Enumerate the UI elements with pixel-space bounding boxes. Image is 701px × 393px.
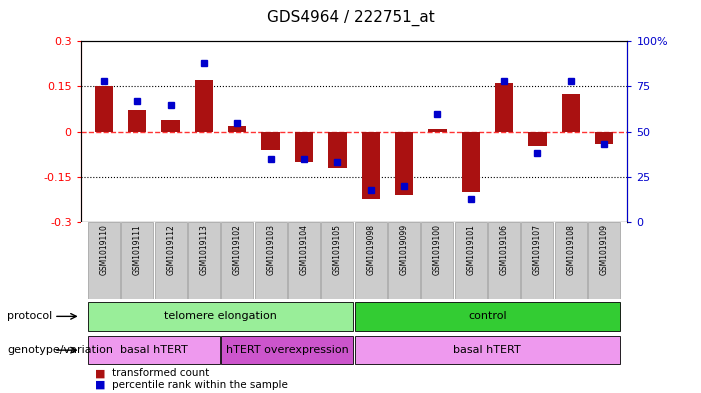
Text: protocol: protocol — [7, 311, 53, 321]
Bar — [222, 222, 253, 299]
Bar — [562, 94, 580, 132]
Text: hTERT overexpression: hTERT overexpression — [226, 345, 348, 355]
Bar — [261, 132, 280, 150]
Text: ■: ■ — [95, 368, 105, 378]
Bar — [355, 336, 620, 364]
Bar — [88, 302, 353, 331]
Text: GSM1019113: GSM1019113 — [200, 224, 208, 275]
Bar — [128, 110, 147, 132]
Text: GSM1019102: GSM1019102 — [233, 224, 242, 275]
Bar — [362, 132, 380, 199]
Bar — [88, 222, 120, 299]
Bar — [88, 336, 220, 364]
Bar — [355, 222, 387, 299]
Text: transformed count: transformed count — [112, 368, 210, 378]
Bar — [188, 222, 220, 299]
Text: GSM1019108: GSM1019108 — [566, 224, 576, 275]
Text: GSM1019106: GSM1019106 — [500, 224, 508, 275]
Bar — [355, 302, 620, 331]
Bar — [228, 126, 247, 132]
Text: control: control — [468, 311, 507, 321]
Text: percentile rank within the sample: percentile rank within the sample — [112, 380, 288, 390]
Text: ■: ■ — [95, 380, 105, 390]
Text: basal hTERT: basal hTERT — [454, 345, 522, 355]
Text: genotype/variation: genotype/variation — [7, 345, 113, 355]
Bar — [328, 132, 346, 168]
Bar — [455, 222, 486, 299]
Bar — [161, 119, 179, 132]
Text: GSM1019104: GSM1019104 — [299, 224, 308, 275]
Text: GSM1019105: GSM1019105 — [333, 224, 342, 275]
Bar — [321, 222, 353, 299]
Bar — [495, 83, 513, 132]
Text: GSM1019099: GSM1019099 — [400, 224, 409, 275]
Bar — [595, 132, 613, 144]
Text: GSM1019100: GSM1019100 — [433, 224, 442, 275]
Text: GSM1019103: GSM1019103 — [266, 224, 275, 275]
Text: GSM1019101: GSM1019101 — [466, 224, 475, 275]
Text: GSM1019109: GSM1019109 — [599, 224, 608, 275]
Text: telomere elongation: telomere elongation — [164, 311, 277, 321]
Bar — [254, 222, 287, 299]
Bar — [588, 222, 620, 299]
Bar — [395, 132, 413, 195]
Bar — [488, 222, 520, 299]
Bar — [155, 222, 186, 299]
Bar — [195, 81, 213, 132]
Text: GDS4964 / 222751_at: GDS4964 / 222751_at — [266, 10, 435, 26]
Bar — [388, 222, 420, 299]
Text: GSM1019110: GSM1019110 — [100, 224, 109, 275]
Bar — [95, 86, 113, 132]
Bar — [554, 222, 587, 299]
Bar — [121, 222, 154, 299]
Text: GSM1019107: GSM1019107 — [533, 224, 542, 275]
Bar — [461, 132, 480, 192]
Text: basal hTERT: basal hTERT — [120, 345, 188, 355]
Text: GSM1019112: GSM1019112 — [166, 224, 175, 275]
Bar — [288, 222, 320, 299]
Text: GSM1019098: GSM1019098 — [366, 224, 375, 275]
Text: GSM1019111: GSM1019111 — [132, 224, 142, 275]
Bar — [295, 132, 313, 162]
Bar — [222, 336, 353, 364]
Bar — [428, 129, 447, 132]
Bar — [529, 132, 547, 146]
Bar — [522, 222, 553, 299]
Bar — [421, 222, 454, 299]
